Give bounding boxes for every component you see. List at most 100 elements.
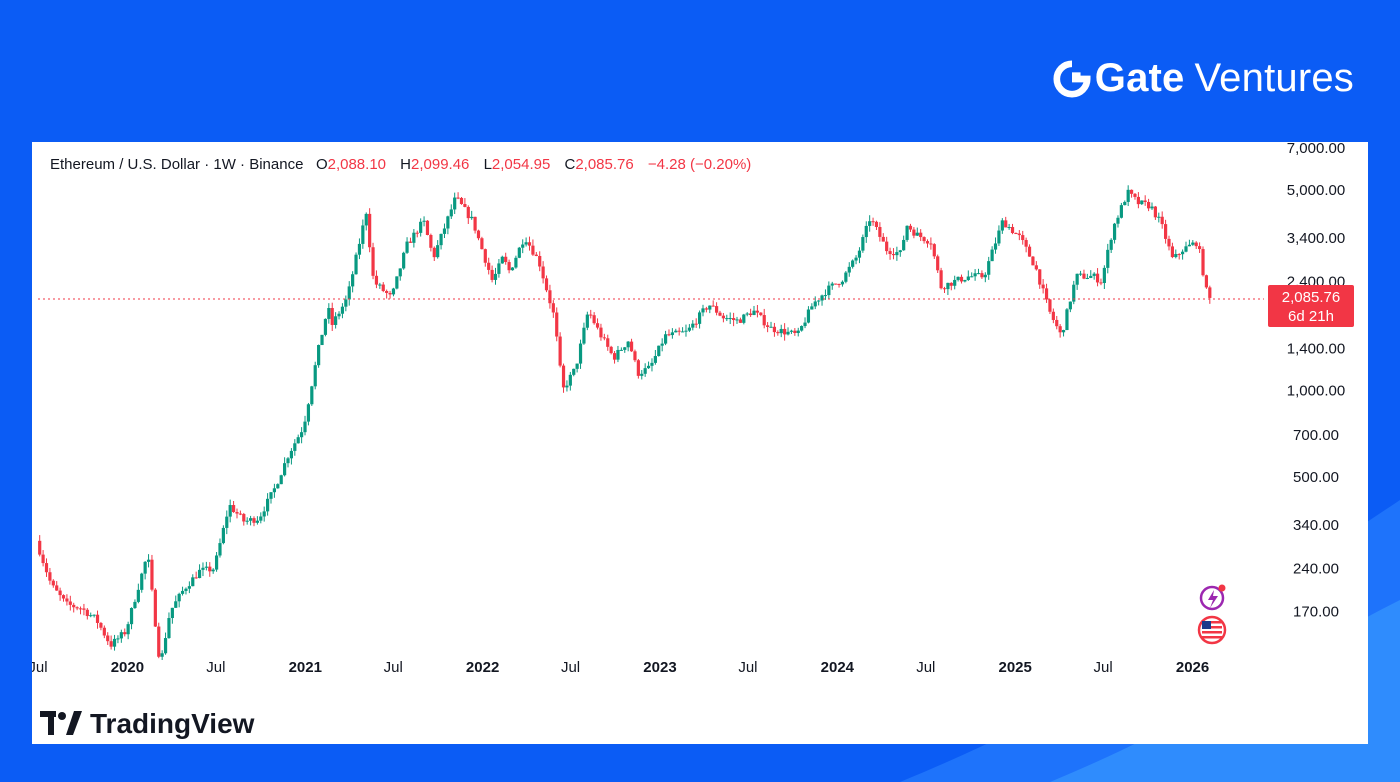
y-axis-tick-label: 700.00 [1293,427,1339,444]
candle-body [119,632,123,639]
candle-body [936,256,940,271]
candle-body [204,566,208,568]
candle-body [303,421,307,433]
candle-body [1102,267,1106,284]
candle-body [55,585,59,591]
candle-body [231,505,236,513]
candle-body [701,308,705,313]
x-axis-tick-label: Jul [561,659,580,676]
price-tag-countdown: 6d 21h [1288,308,1334,325]
candle-body [674,330,678,333]
candle-body [361,225,365,244]
candle-body [143,561,147,574]
tradingview-label: TradingView [90,708,255,739]
candle-body [279,475,283,485]
candle-body [565,385,569,388]
candle-body [174,601,178,608]
candle-body [248,518,253,521]
candle-body [1181,251,1185,255]
candle-body [391,288,396,295]
chart-panel: 7,000.00 5,000.00 3,400.00 2,400.00 1,400.00… [32,142,1368,744]
candle-body [840,281,845,285]
candle-body [194,577,198,579]
candle-body [473,216,477,231]
candle-body [800,326,804,331]
gate-logo-icon [1053,59,1091,97]
candle-body [323,318,328,335]
candle-body [738,319,743,323]
candle-body [221,527,225,544]
candle-body [1106,249,1110,268]
legend-high-value: 2,099.46 [411,156,470,173]
candle-body [296,437,300,444]
candle-body [861,237,865,251]
logo-brand-light: Ventures [1194,56,1354,100]
candle-body [885,241,889,252]
candle-body [78,608,83,610]
candle-body [857,250,862,258]
y-axis-tick-label: 500.00 [1293,469,1339,486]
candle-body [429,234,433,248]
candle-body [544,278,549,291]
candle-body [446,216,450,229]
candle-body [704,308,708,310]
candle-body [871,221,875,223]
legend-low-value: 2,054.95 [491,156,551,173]
candle-body [976,273,981,275]
candle-body [51,580,55,586]
candle-body [163,638,168,654]
candle-body [129,607,134,625]
candle-body [514,257,518,268]
candle-body [776,332,780,334]
x-axis-tick-label: Jul [32,659,48,676]
candle-body [817,300,821,302]
candle-body [837,283,841,285]
legend-symbol: Ethereum / U.S. Dollar · 1W · Binance [50,156,304,173]
candle-body [959,276,964,282]
candle-body [269,492,273,499]
candle-body [1126,189,1130,202]
candle-body [116,638,120,640]
candle-body [1184,246,1188,252]
candle-body [1123,201,1127,206]
candle-body [619,349,623,351]
candle-body [150,559,154,590]
candle-body [534,254,538,256]
candle-body [993,243,998,250]
candle-body [351,274,355,287]
candle-body [95,614,100,623]
candle-body [541,266,545,279]
candle-body [878,226,882,237]
candle-body [803,322,807,327]
y-axis-tick-label: 340.00 [1293,517,1339,534]
candle-body [616,349,620,360]
candle-body [939,270,943,289]
candle-body [769,326,773,328]
price-chart[interactable]: 7,000.005,000.003,400.002,400.001,400.00… [32,142,1368,744]
candle-body [626,341,630,348]
candle-body [466,206,470,219]
candle-body [126,624,130,635]
candle-body [745,313,749,315]
candle-body [354,254,358,275]
candle-body [864,225,868,238]
candle-body [1191,242,1195,245]
candle-body [987,261,991,275]
candle-body [89,615,93,617]
candle-body [1038,269,1042,285]
x-axis-tick-label: 2021 [289,659,322,676]
candle-body [320,334,324,346]
candle-body [551,303,555,313]
y-axis-tick-label: 240.00 [1293,561,1339,578]
candle-body [432,247,436,258]
candle-body [714,306,719,313]
candle-body [517,247,521,258]
candle-body [728,318,732,320]
candle-body [766,325,770,327]
candle-body [191,577,195,587]
candle-body [980,273,984,278]
candle-body [170,607,174,619]
candle-body [1167,238,1171,247]
candle-body [245,520,249,522]
candle-body [708,305,712,310]
